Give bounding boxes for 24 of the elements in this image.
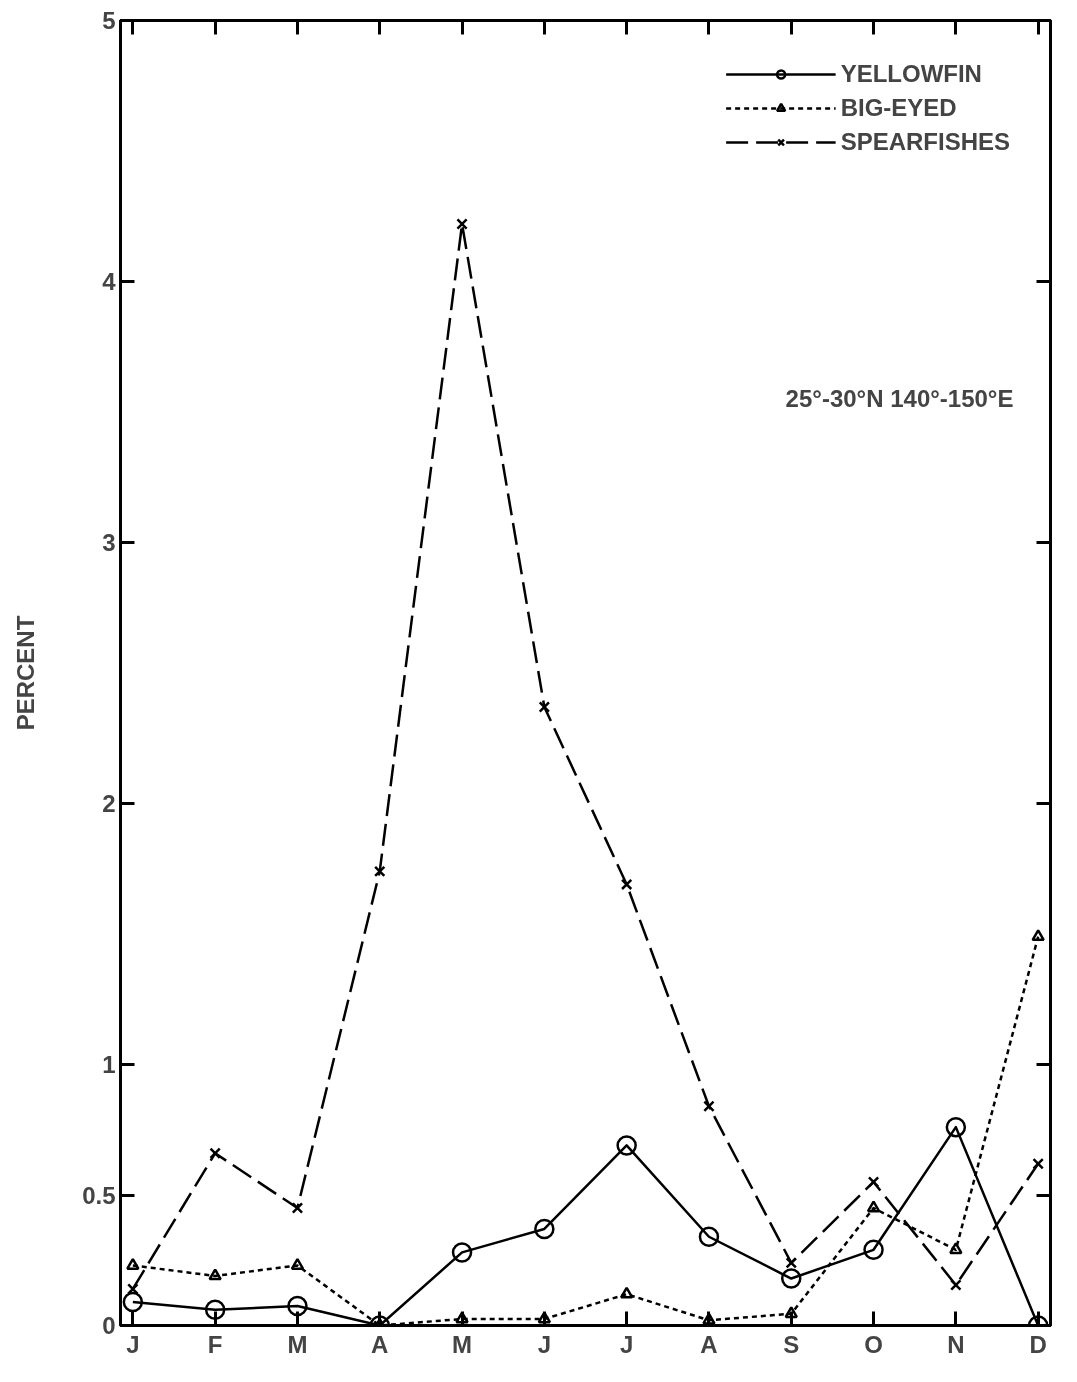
y-tick-label: 0 xyxy=(102,1312,116,1339)
x-tick-label: M xyxy=(287,1330,308,1358)
x-tick-label: N xyxy=(947,1330,965,1358)
y-tick-label: 3 xyxy=(102,529,116,556)
x-tick-label: J xyxy=(619,1330,634,1358)
legend-label: YELLOWFIN xyxy=(840,60,982,88)
x-tick-label: S xyxy=(783,1330,800,1358)
y-tick-label: 2 xyxy=(102,790,116,817)
y-tick-label: 5 xyxy=(102,7,116,34)
legend-label: SPEARFISHES xyxy=(840,128,1010,156)
x-tick-label: J xyxy=(126,1330,140,1358)
x-tick-label: F xyxy=(207,1330,223,1358)
y-axis-title: PERCENT xyxy=(12,615,40,731)
y-tick-label: 0.5 xyxy=(82,1181,116,1209)
x-tick-label: M xyxy=(452,1330,473,1358)
x-tick-label: O xyxy=(864,1330,883,1358)
x-tick-label: A xyxy=(700,1330,718,1358)
x-tick-label: J xyxy=(537,1330,552,1358)
y-tick-label: 4 xyxy=(102,268,117,295)
annotation: 25°-30°N 140°-150°E xyxy=(785,385,1014,412)
legend-label: BIG-EYED xyxy=(840,94,957,122)
x-tick-label: A xyxy=(371,1330,389,1358)
y-tick-label: 1 xyxy=(102,1051,116,1078)
x-tick-label: D xyxy=(1029,1330,1047,1358)
